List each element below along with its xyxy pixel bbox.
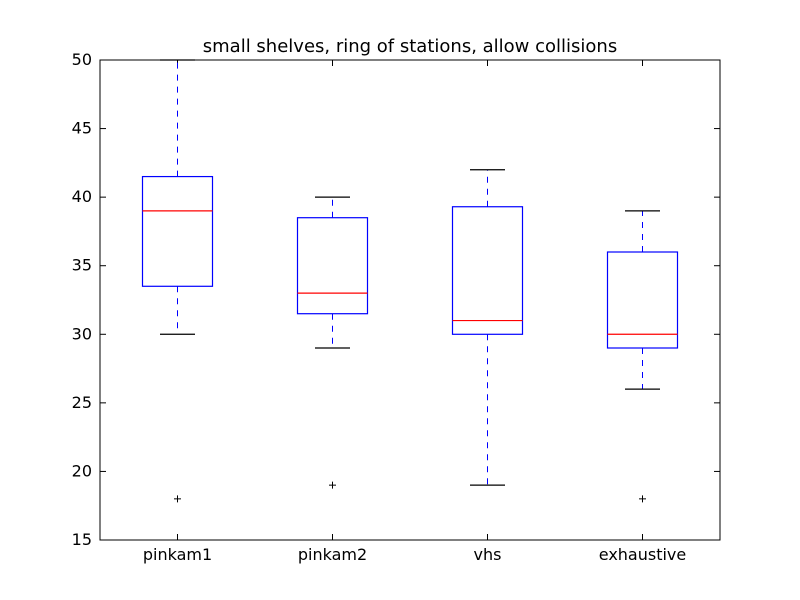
x-tick-label-vhs: vhs (474, 545, 502, 564)
y-tick-label-35: 35 (72, 256, 92, 275)
outlier-exhaustive-0 (639, 495, 646, 503)
y-tick-label-20: 20 (72, 461, 92, 480)
y-tick-label-45: 45 (72, 119, 92, 138)
x-tick-label-exhaustive: exhaustive (599, 545, 686, 564)
y-tick-label-30: 30 (72, 324, 92, 343)
outlier-pinkam1-0 (174, 495, 181, 503)
box-exhaustive (606, 251, 679, 349)
plot-area: 15 20 25 30 35 40 45 50 pinkam1 pinkam2 vhs exhaust… (72, 50, 721, 564)
y-tick-label-25: 25 (72, 393, 92, 412)
y-tick-label-15: 15 (72, 530, 92, 549)
box-vhs (451, 206, 524, 335)
y-tick-label-40: 40 (72, 187, 92, 206)
y-tick-label-50: 50 (72, 50, 92, 69)
axes-frame (99, 59, 721, 541)
x-tick-label-pinkam2: pinkam2 (298, 545, 367, 564)
box-pinkam1 (141, 175, 214, 287)
chart-title: small shelves, ring of stations, allow c… (203, 36, 617, 57)
box-pinkam2 (296, 217, 369, 315)
outlier-pinkam2-0 (329, 481, 336, 489)
x-tick-label-pinkam1: pinkam1 (143, 545, 212, 564)
